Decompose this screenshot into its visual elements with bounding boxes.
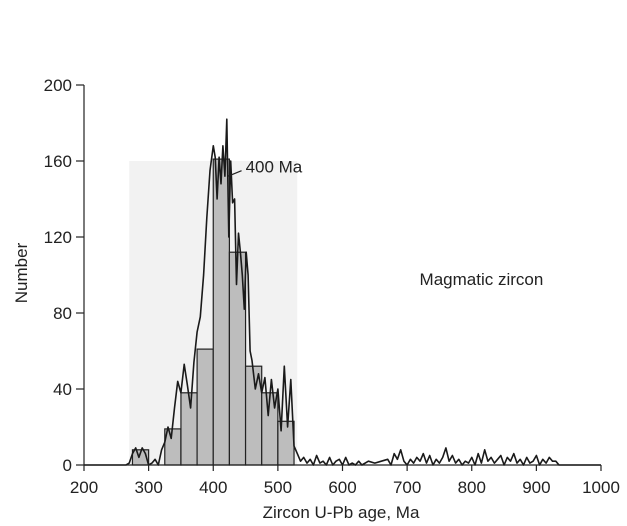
x-tick-label: 400 (199, 478, 227, 497)
density-curve (84, 118, 601, 466)
y-tick-label: 200 (44, 76, 72, 95)
x-tick-label: 200 (70, 478, 98, 497)
x-axis-ticks: 200 300 400 500 600 700 800 900 1000 (70, 465, 620, 497)
y-tick-label: 160 (44, 152, 72, 171)
x-tick-label: 300 (134, 478, 162, 497)
histogram-bar (212, 158, 231, 466)
annotations: 400 Ma Magmatic zircon (227, 158, 544, 289)
y-axis-title: Number (12, 242, 31, 303)
histogram-bar (196, 348, 214, 466)
y-tick-label: 120 (44, 228, 72, 247)
y-tick-label: 80 (53, 304, 72, 323)
x-tick-label: 600 (328, 478, 356, 497)
x-tick-label: 1000 (582, 478, 620, 497)
x-tick-label: 900 (522, 478, 550, 497)
histogram-bars (129, 158, 298, 466)
x-tick-label: 500 (264, 478, 292, 497)
y-tick-label: 40 (53, 380, 72, 399)
magmatic-zirconannotation-label: Magmatic zircon (420, 270, 544, 289)
annotation-leader-line (227, 170, 242, 177)
y-tick-label: 0 (63, 456, 72, 475)
histogram-bar (180, 392, 198, 466)
400-maannotation-label: 400 Ma (246, 158, 303, 177)
x-axis-title: Zircon U-Pb age, Ma (263, 503, 420, 522)
x-tick-label: 700 (393, 478, 421, 497)
x-tick-label: 800 (458, 478, 486, 497)
y-axis-ticks: 0 40 80 120 160 200 (44, 76, 84, 475)
